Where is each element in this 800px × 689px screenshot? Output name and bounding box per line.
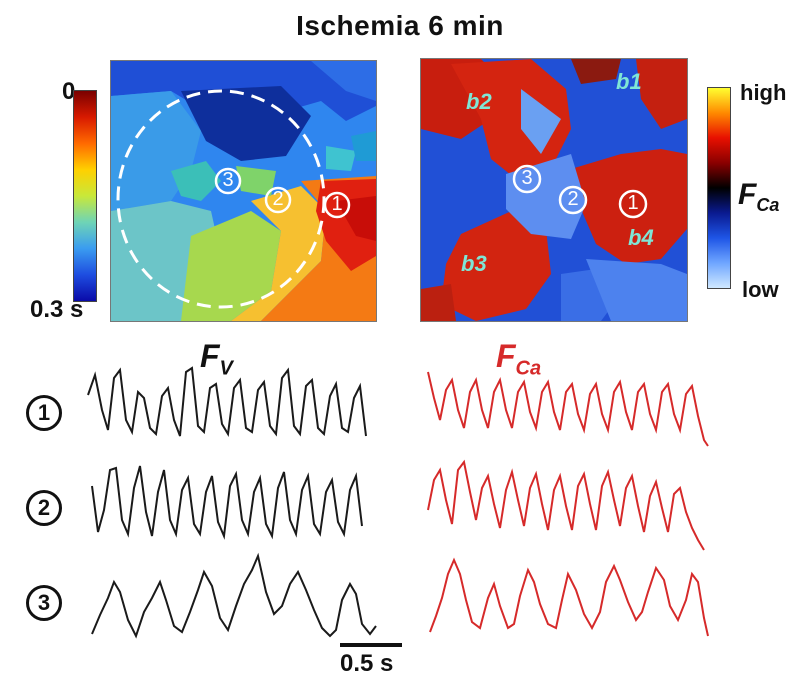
- activation-map: 3 2 1: [110, 60, 377, 322]
- calcium-colorbar: [707, 87, 731, 289]
- time-scale-label: 0.5 s: [340, 650, 394, 677]
- activation-time-colorbar: [73, 90, 97, 302]
- right-colorbar-mid-label: FCa: [738, 178, 780, 215]
- calcium-trace-2: [427, 459, 705, 551]
- right-site-1: 1: [627, 192, 639, 214]
- calcium-trace-1: [427, 371, 709, 447]
- left-site-1: 1: [331, 193, 343, 215]
- calcium-map: 3 2 1 b1 b2 b3 b4: [420, 58, 688, 322]
- right-colorbar-bottom-label: low: [742, 277, 779, 302]
- right-site-3: 3: [521, 167, 533, 189]
- row-label-3: 3: [26, 585, 62, 621]
- region-b4: b4: [628, 225, 654, 250]
- voltage-trace-label: FV: [200, 338, 233, 380]
- left-site-2: 2: [272, 188, 284, 210]
- calcium-map-image: [421, 59, 687, 321]
- right-colorbar-top-label: high: [740, 80, 787, 105]
- voltage-trace-2: [91, 465, 363, 540]
- region-b1: b1: [616, 69, 642, 94]
- left-colorbar-top-label: 0: [62, 78, 76, 105]
- time-scale-bar: [340, 643, 402, 647]
- left-site-3: 3: [222, 169, 234, 191]
- region-b3: b3: [461, 251, 487, 276]
- region-b2: b2: [466, 89, 492, 114]
- calcium-trace-3: [429, 557, 709, 637]
- activation-map-image: [111, 61, 376, 321]
- figure-title: Ischemia 6 min: [296, 10, 504, 41]
- voltage-trace-1: [87, 366, 367, 437]
- voltage-trace-3: [91, 552, 377, 639]
- row-label-1: 1: [26, 395, 62, 431]
- right-site-2: 2: [567, 188, 579, 210]
- left-colorbar-bottom-label: 0.3 s: [30, 296, 84, 323]
- calcium-trace-label: FCa: [496, 338, 542, 380]
- row-label-2: 2: [26, 490, 62, 526]
